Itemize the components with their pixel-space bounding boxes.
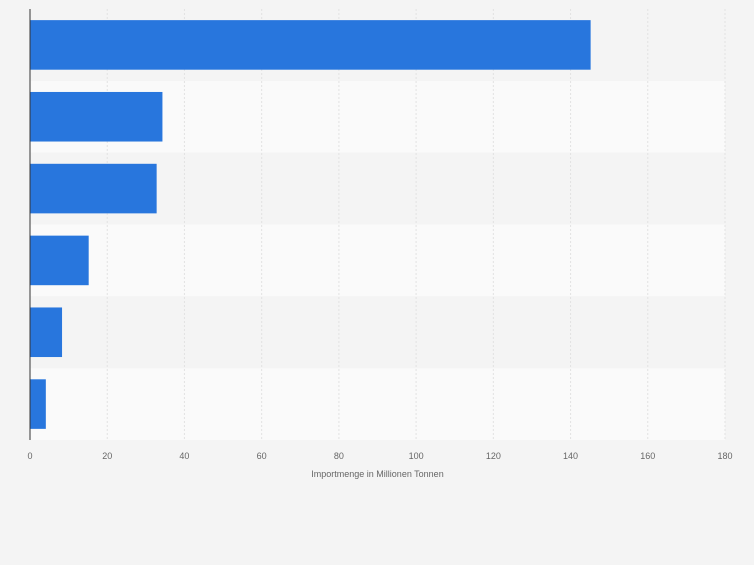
row-bands [30, 9, 725, 440]
x-tick-label-100: 100 [409, 451, 424, 461]
bars [30, 20, 591, 429]
x-axis-label: Importmenge in Millionen Tonnen [311, 469, 443, 479]
row-band-6 [30, 368, 725, 440]
bar-3 [30, 163, 157, 214]
bar-1 [30, 20, 591, 70]
x-tick-label-80: 80 [334, 451, 344, 461]
x-tick-label-160: 160 [640, 451, 655, 461]
bar-5 [30, 307, 63, 358]
x-tick-label-40: 40 [179, 451, 189, 461]
x-axis-ticks: 0 20 40 60 80 100 120 140 160 180 [27, 451, 732, 461]
x-tick-label-140: 140 [563, 451, 578, 461]
x-tick-label-20: 20 [102, 451, 112, 461]
x-tick-label-120: 120 [486, 451, 501, 461]
x-tick-label-0: 0 [27, 451, 32, 461]
row-band-4 [30, 224, 725, 297]
bar-4 [30, 235, 89, 286]
row-band-5 [30, 296, 725, 369]
bar-6 [30, 379, 46, 429]
x-tick-label-60: 60 [257, 451, 267, 461]
bar-2 [30, 91, 163, 142]
x-tick-label-180: 180 [717, 451, 732, 461]
